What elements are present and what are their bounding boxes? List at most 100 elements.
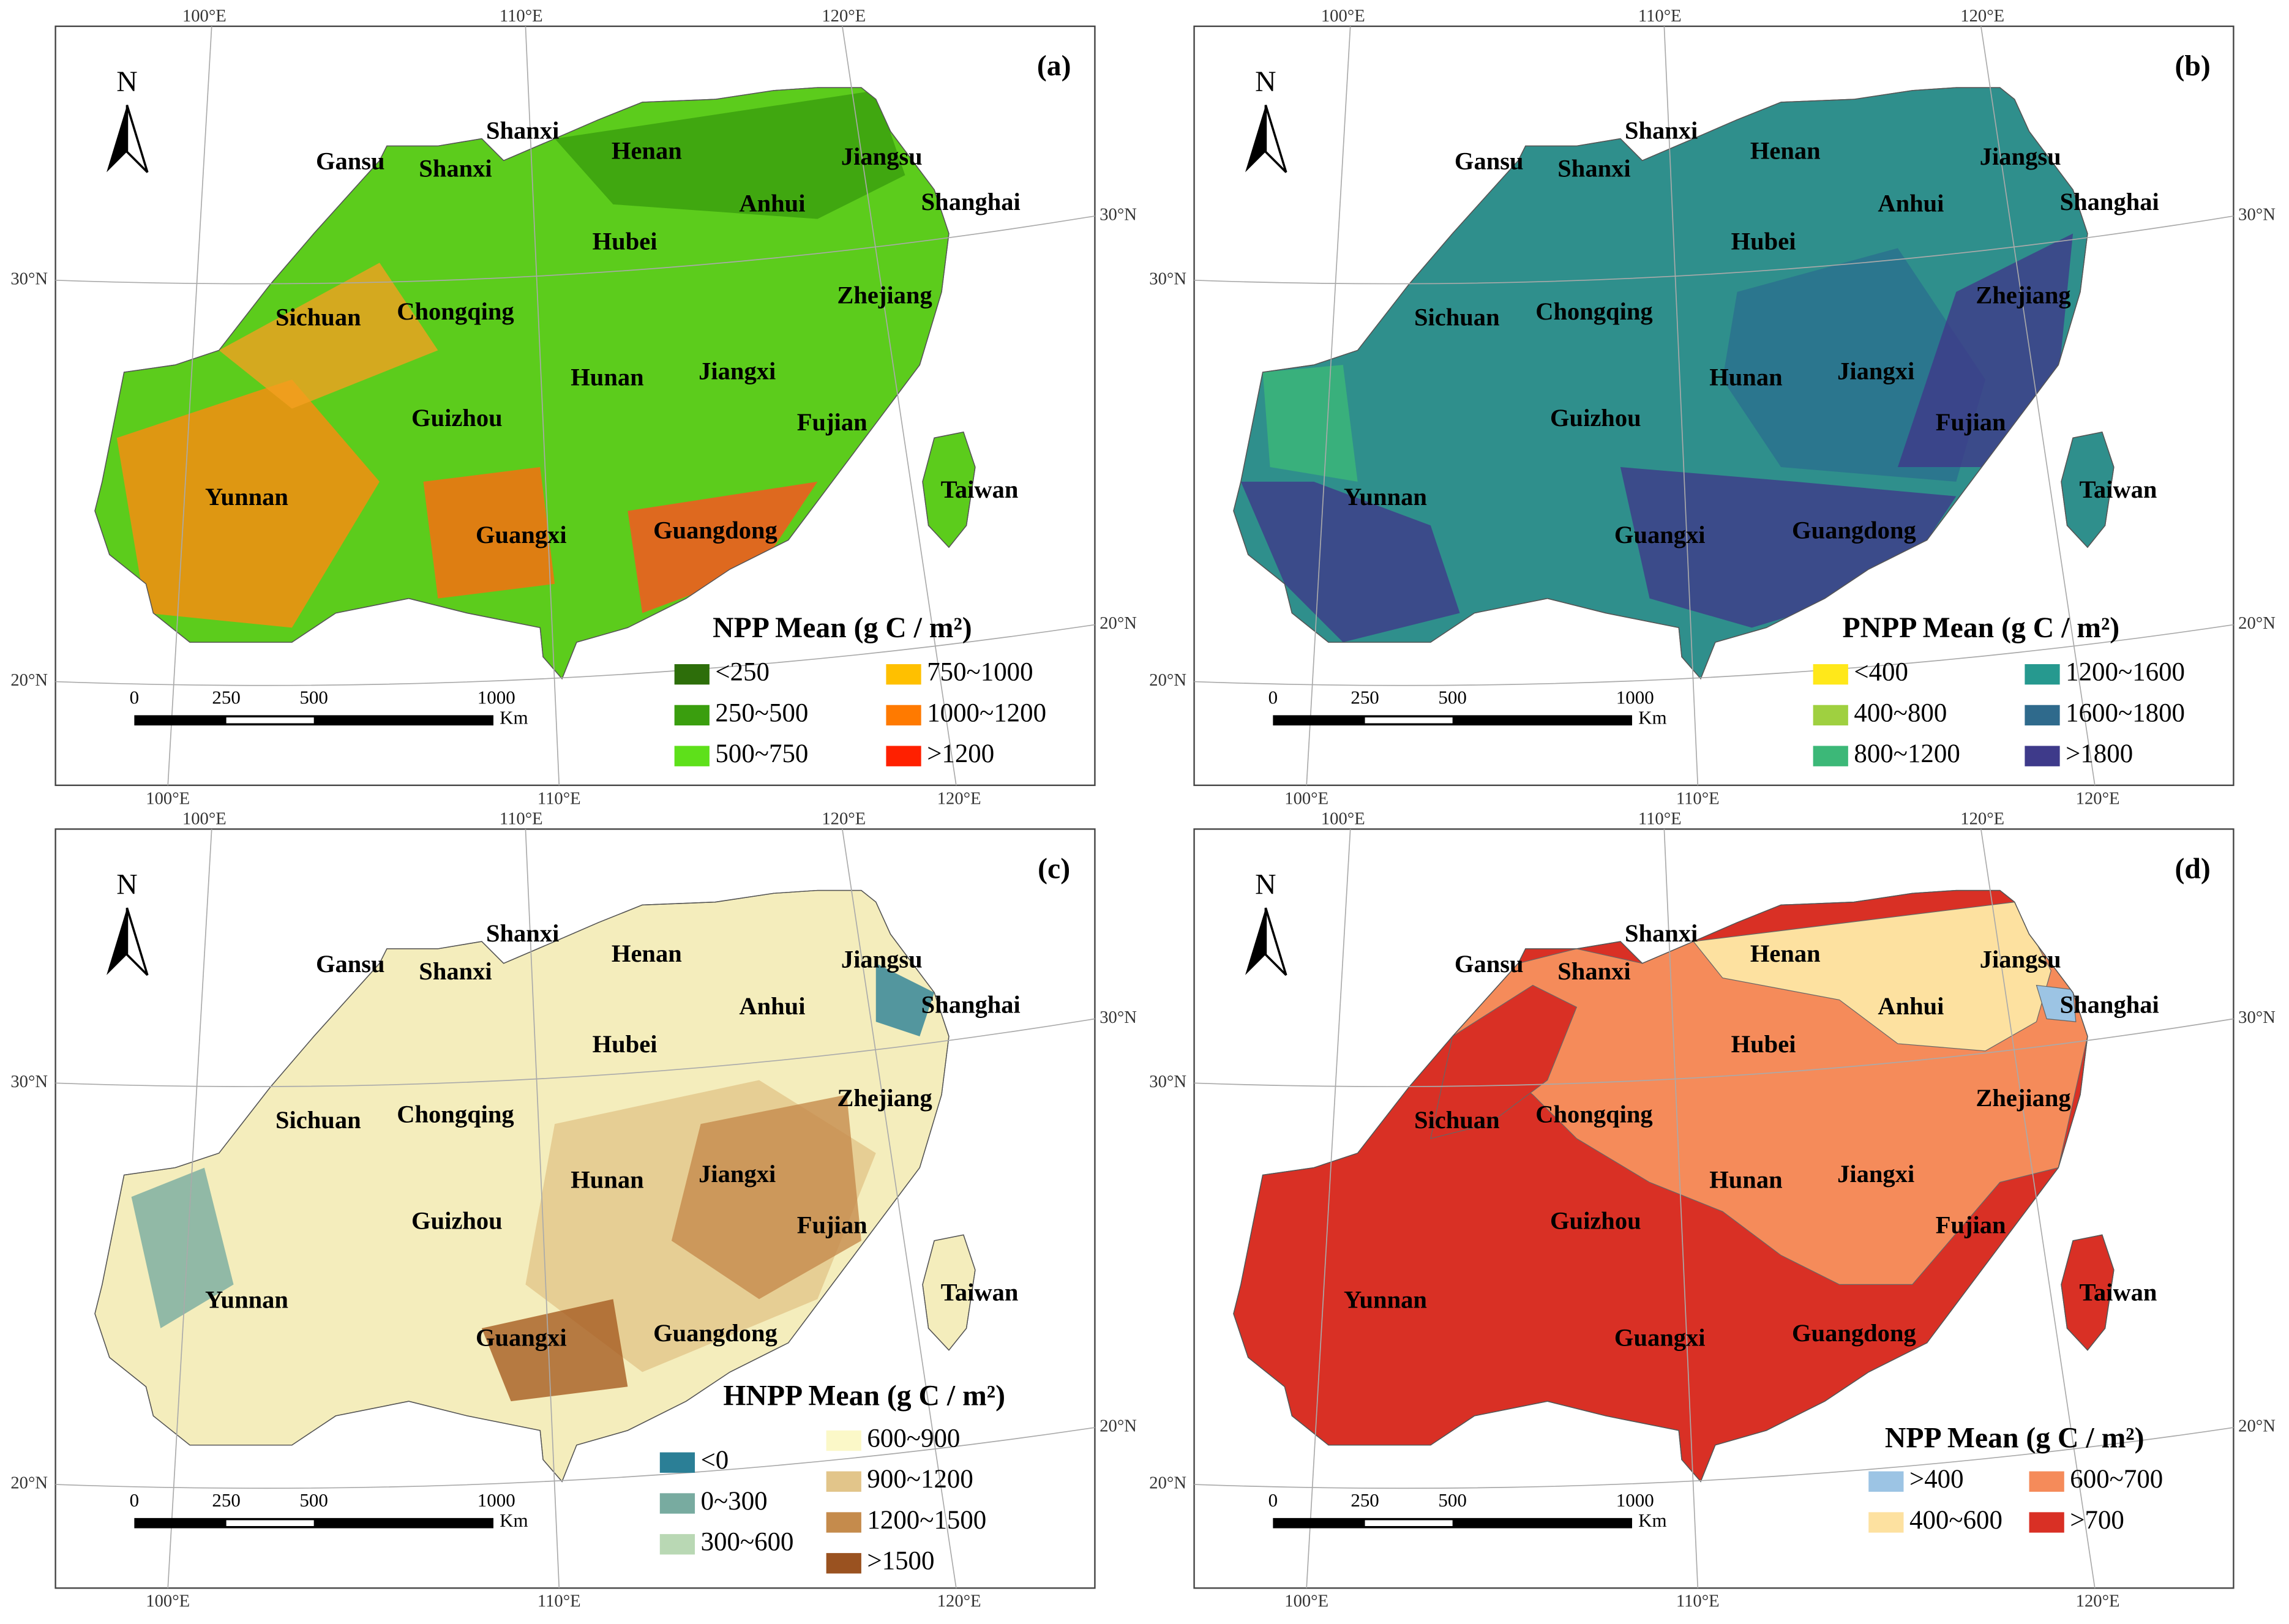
graticule-label: 30°N: [1100, 205, 1137, 224]
legend-swatch: [674, 746, 710, 766]
legend-swatch: [826, 1471, 861, 1492]
land-patch: [481, 1299, 628, 1402]
province-label: Fujian: [1936, 1211, 2006, 1239]
parallel: [55, 624, 1095, 686]
scale-bar: [1365, 1520, 1453, 1526]
graticule-label: 120°E: [937, 1592, 981, 1611]
land-patches: [1430, 901, 2088, 1285]
legend-swatch: [1868, 1512, 1904, 1533]
land-patch: [116, 379, 380, 628]
legend-label: >700: [2070, 1506, 2124, 1535]
province-label: Jiangxi: [1837, 1160, 1914, 1188]
north-arrow: [126, 105, 149, 173]
scale-unit: Km: [1638, 707, 1666, 728]
scale-label: 0: [1268, 686, 1278, 708]
graticule-label: 30°N: [10, 1072, 48, 1091]
graticule-label: 100°E: [1284, 789, 1328, 808]
graticule-label: 110°E: [1638, 7, 1682, 26]
scale-label: 0: [1268, 1489, 1278, 1511]
meridian: [842, 26, 957, 785]
province-label: Guangdong: [653, 1319, 777, 1347]
graticule-label: 100°E: [1284, 1592, 1328, 1611]
north-arrow: [1264, 105, 1287, 173]
meridian: [842, 829, 957, 1588]
legend-label: 750~1000: [927, 657, 1033, 686]
legend-label: 1200~1500: [867, 1506, 986, 1535]
parallel: [1194, 624, 2234, 686]
land-patch: [219, 263, 438, 409]
province-label: Jiangsu: [841, 946, 923, 973]
graticule-label: 120°E: [822, 7, 866, 26]
land-patch: [1430, 984, 1578, 1139]
province-label: Shanghai: [2060, 188, 2159, 215]
graticule-label: 20°N: [2238, 614, 2276, 633]
legend-swatch: [659, 1493, 695, 1514]
scale-unit: Km: [500, 707, 528, 728]
province-label: Guangxi: [1614, 1323, 1706, 1351]
province-label: Shanxi: [1625, 919, 1698, 947]
province-label: Yunnan: [205, 483, 288, 511]
legend-swatch: [2025, 664, 2060, 685]
legend-swatch: [1813, 746, 1848, 766]
meridian: [167, 26, 212, 785]
province-label: Zhejiang: [1976, 282, 2070, 309]
legend-swatch: [674, 664, 710, 685]
legend-label: 1600~1800: [2066, 698, 2185, 727]
land-outline: [94, 889, 976, 1483]
land-outline: [1233, 889, 2115, 1483]
graticule-label: 120°E: [1960, 7, 2004, 26]
province-label: Taiwan: [2080, 1278, 2157, 1306]
province-label: Henan: [612, 940, 682, 967]
province-label: Shanghai: [921, 991, 1021, 1019]
land-patch: [1240, 481, 1460, 643]
legend-swatch: [1813, 705, 1848, 726]
province-label: Shanxi: [1557, 154, 1630, 182]
province-label: Guizhou: [411, 1207, 503, 1235]
legend-label: 600~900: [867, 1424, 960, 1453]
legend-swatch: [2029, 1471, 2064, 1492]
north-arrow: [107, 105, 127, 173]
parallel: [1194, 215, 2234, 285]
province-label: Hubei: [593, 228, 657, 255]
province-label: Taiwan: [941, 1278, 1019, 1306]
province-label: Shanxi: [1557, 957, 1630, 985]
legend-swatch: [659, 1452, 695, 1473]
province-label: Jiangsu: [1980, 946, 2061, 973]
map-panel: 100°E 110°E 120°E 100°E 110°E 120°E 30°N 20°N 30…: [10, 810, 1137, 1611]
province-label: Jiangxi: [699, 1160, 776, 1188]
land-patch: [423, 467, 555, 599]
graticule-label: 20°N: [10, 671, 48, 690]
scale-label: 0: [130, 1489, 140, 1511]
scale-label: 250: [212, 1489, 240, 1511]
north-label: N: [1255, 66, 1276, 98]
legend-label: 800~1200: [1854, 739, 1960, 768]
legend-label: 1000~1200: [927, 698, 1046, 727]
legend-swatch: [826, 1553, 861, 1574]
province-label: Anhui: [739, 992, 805, 1020]
scale-label: 1000: [1616, 1489, 1654, 1511]
land-patch: [555, 90, 905, 219]
legend-swatch: [886, 664, 921, 685]
province-label: Hubei: [1731, 228, 1796, 255]
province-label: Taiwan: [2080, 476, 2157, 503]
scale-label: 1000: [1616, 686, 1654, 708]
province-label: Guizhou: [1550, 1207, 1641, 1235]
province-label: Yunnan: [205, 1285, 288, 1313]
legend-swatch: [1868, 1471, 1904, 1492]
land-patches: [116, 90, 905, 628]
province-label: Jiangxi: [1837, 357, 1914, 385]
land-outline: [94, 87, 976, 680]
graticule-label: 100°E: [146, 1592, 190, 1611]
province-label: Chongqing: [397, 1100, 514, 1128]
graticule-label: 120°E: [2076, 789, 2120, 808]
panel-label: (d): [2175, 853, 2210, 885]
legend-label: >1800: [2066, 739, 2133, 768]
graticule-label: 120°E: [937, 789, 981, 808]
legend-label: >400: [1909, 1465, 1964, 1494]
province-label: Shanxi: [419, 957, 492, 985]
legend-label: <250: [715, 657, 770, 686]
legend-swatch: [886, 705, 921, 726]
province-label: Hubei: [593, 1030, 657, 1058]
